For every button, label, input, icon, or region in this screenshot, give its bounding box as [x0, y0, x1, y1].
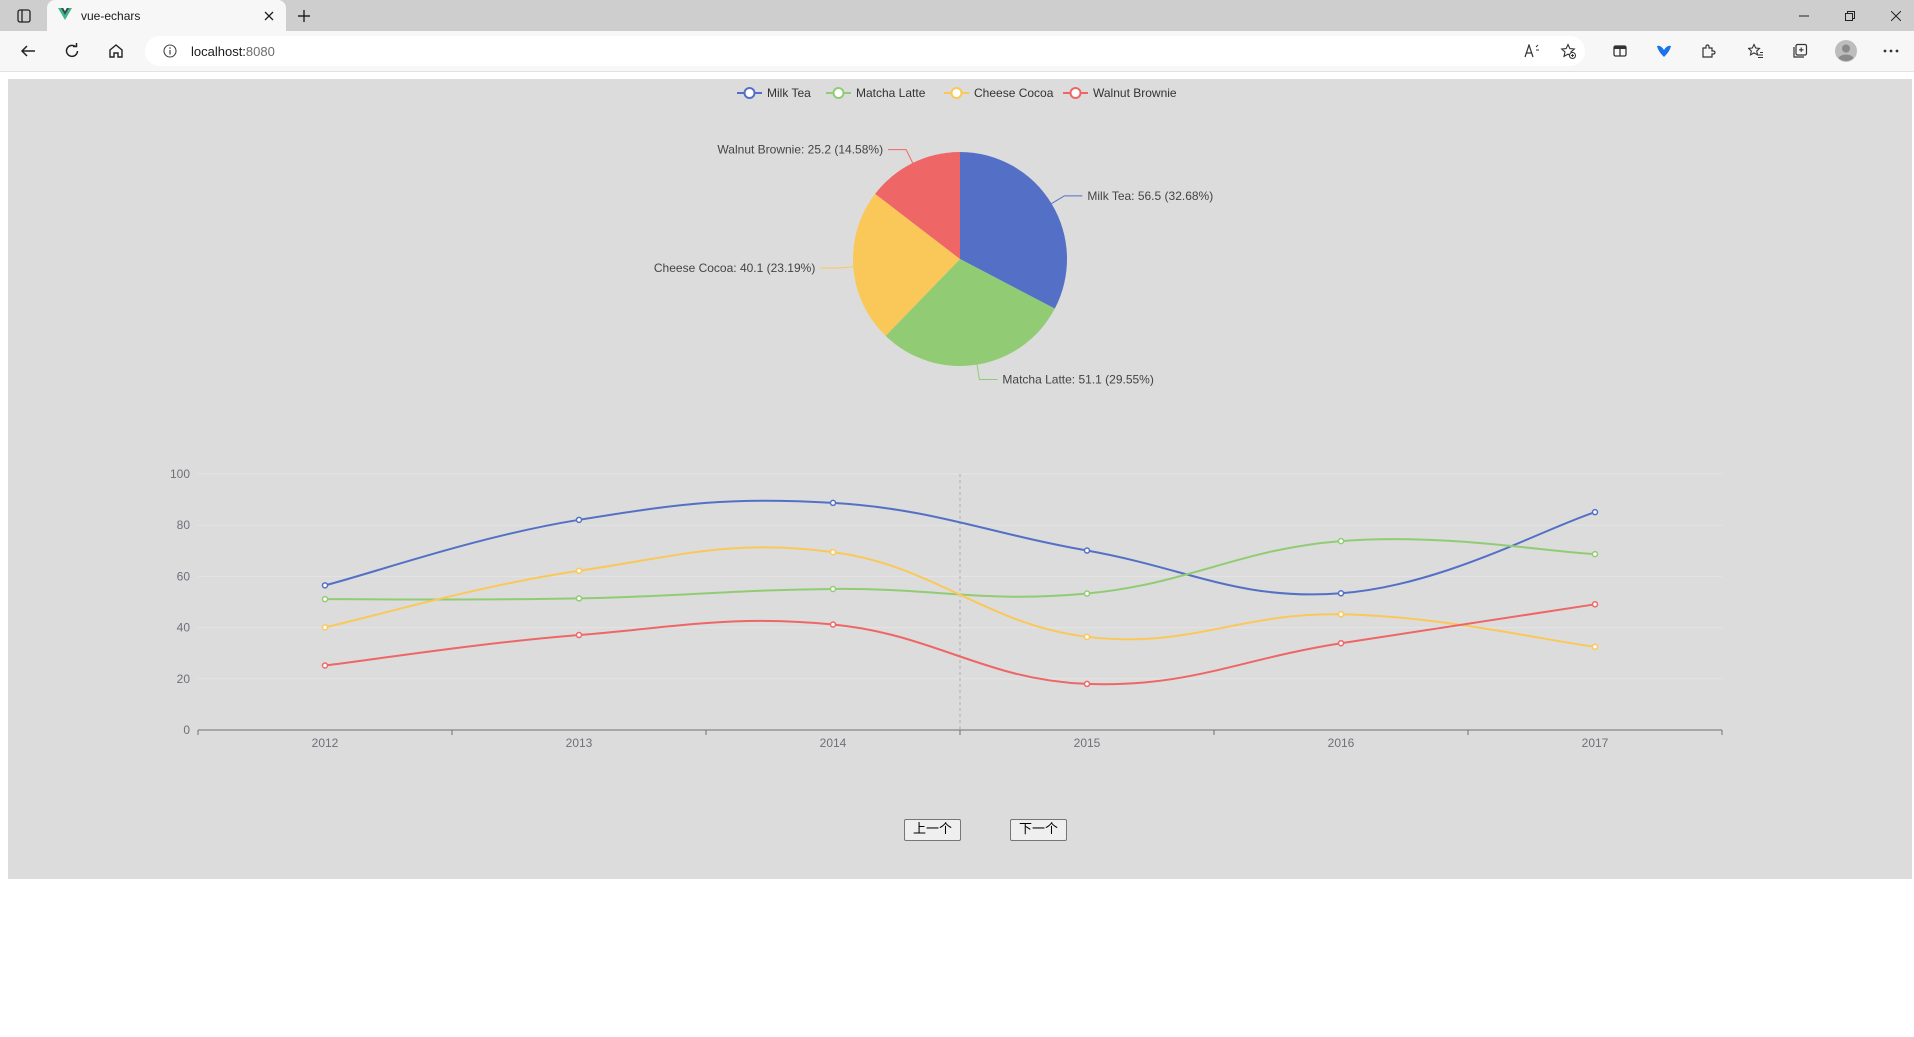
data-point-milk-tea[interactable] [575, 516, 583, 524]
pie-slice-cheese-cocoa[interactable] [853, 193, 960, 336]
legend-item-milk-tea[interactable]: Milk Tea [737, 83, 811, 103]
pie-slice-milk-tea[interactable] [960, 152, 1067, 309]
x-tick-label: 2014 [820, 736, 847, 750]
tab-strip: vue-echars [0, 0, 1914, 31]
data-point-walnut-brownie[interactable] [321, 662, 329, 669]
legend-label: Walnut Brownie [1093, 86, 1177, 100]
line-chart: 0 20 40 60 80 100 2012 2013 2014 2015 2016 2017 [170, 467, 1723, 750]
data-point-cheese-cocoa[interactable] [1337, 611, 1345, 618]
x-tick-label: 2012 [312, 736, 339, 750]
data-point-matcha-latte[interactable] [575, 595, 583, 602]
data-point-walnut-brownie[interactable] [1591, 601, 1599, 608]
prev-button[interactable]: 上一个 [904, 819, 962, 841]
data-point-milk-tea[interactable] [321, 582, 329, 589]
minimize-icon[interactable] [1781, 0, 1827, 31]
pie-chart: Milk Tea: 56.5 (32.68%) Matcha Latte: 51.… [654, 143, 1213, 387]
new-tab-icon[interactable] [289, 3, 319, 29]
data-point-milk-tea[interactable] [1591, 508, 1599, 516]
data-point-cheese-cocoa[interactable] [1591, 643, 1599, 651]
restore-icon[interactable] [1827, 0, 1873, 31]
y-tick-label: 20 [177, 672, 191, 686]
data-point-milk-tea[interactable] [1083, 547, 1091, 554]
read-aloud-icon[interactable] [1520, 38, 1546, 64]
x-tick-label: 2015 [1074, 736, 1101, 750]
data-point-matcha-latte[interactable] [1083, 590, 1091, 597]
app-container: Milk Tea Matcha Latte Cheese Cocoa Walnu… [8, 79, 1912, 879]
data-point-milk-tea[interactable] [1337, 590, 1345, 597]
close-icon[interactable] [256, 3, 282, 29]
data-point-cheese-cocoa[interactable] [321, 624, 329, 631]
home-icon[interactable] [100, 35, 132, 67]
pie-slice-walnut-brownie[interactable] [875, 152, 960, 259]
back-icon[interactable] [12, 35, 44, 67]
data-point-walnut-brownie[interactable] [575, 631, 583, 639]
data-point-milk-tea[interactable] [829, 499, 837, 507]
address-port: 8080 [245, 43, 275, 59]
series-line-walnut-brownie[interactable] [324, 603, 1596, 686]
collections-icon[interactable] [1784, 35, 1816, 67]
y-tick-label: 100 [170, 467, 190, 481]
split-screen-icon[interactable] [1604, 35, 1636, 67]
legend-item-cheese-cocoa[interactable]: Cheese Cocoa [944, 83, 1053, 103]
chart-legend: Milk Tea Matcha Latte Cheese Cocoa Walnu… [8, 83, 1912, 103]
legend-label: Cheese Cocoa [974, 86, 1054, 100]
next-button[interactable]: 下一个 [1010, 819, 1068, 841]
favorites-icon[interactable] [1740, 35, 1772, 67]
pie-label-matcha-latte: Matcha Latte: 51.1 (29.55%) [1002, 372, 1153, 386]
more-icon[interactable] [1875, 35, 1907, 67]
address-host: localhost: [191, 43, 246, 59]
pie-label-line-walnut-brownie [888, 149, 914, 164]
data-point-walnut-brownie[interactable] [829, 621, 837, 628]
close-window-icon[interactable] [1873, 0, 1914, 31]
data-point-walnut-brownie[interactable] [1337, 639, 1345, 647]
pie-label-line-milk-tea [1051, 195, 1083, 205]
data-point-cheese-cocoa[interactable] [575, 567, 583, 575]
pie-label-cheese-cocoa: Cheese Cocoa: 40.1 (23.19%) [654, 261, 815, 275]
address-bar[interactable]: localhost: 8080 [145, 36, 1585, 66]
pie-label-line-matcha-latte [976, 364, 998, 380]
y-tick-label: 60 [177, 569, 191, 583]
add-favorite-icon[interactable] [1555, 38, 1581, 64]
data-point-cheese-cocoa[interactable] [829, 548, 837, 556]
data-point-matcha-latte[interactable] [321, 595, 329, 603]
y-tick-label: 0 [183, 723, 190, 737]
legend-marker-icon [944, 87, 969, 99]
pie-label-line-cheese-cocoa [820, 266, 854, 269]
y-tick-label: 40 [177, 621, 191, 635]
data-point-cheese-cocoa[interactable] [1083, 633, 1091, 641]
browser-toolbar: localhost: 8080 [0, 31, 1914, 72]
info-icon[interactable] [155, 44, 185, 58]
y-tick-label: 80 [177, 518, 191, 532]
tab-actions-icon[interactable] [9, 3, 39, 29]
series-line-matcha-latte[interactable] [324, 538, 1596, 601]
x-tick-label: 2017 [1582, 736, 1609, 750]
legend-label: Milk Tea [767, 86, 811, 100]
profile-icon[interactable] [1830, 35, 1862, 67]
browser-tab[interactable]: vue-echars [47, 0, 286, 31]
series-line-cheese-cocoa[interactable] [324, 546, 1596, 648]
data-point-matcha-latte[interactable] [1337, 537, 1345, 545]
vue-logo-icon [58, 7, 72, 25]
tab-title: vue-echars [81, 8, 141, 23]
pie-slice-matcha-latte[interactable] [885, 259, 1055, 366]
pie-label-milk-tea: Milk Tea: 56.5 (32.68%) [1087, 189, 1213, 203]
legend-marker-icon [826, 87, 851, 99]
legend-marker-icon [737, 87, 762, 99]
puzzle-icon[interactable] [1692, 35, 1724, 67]
extension-icon[interactable] [1648, 35, 1680, 67]
data-point-matcha-latte[interactable] [1591, 550, 1599, 558]
data-point-matcha-latte[interactable] [829, 585, 837, 593]
x-tick-label: 2013 [566, 736, 593, 750]
legend-marker-icon [1063, 87, 1088, 99]
data-point-walnut-brownie[interactable] [1083, 680, 1091, 688]
pie-label-walnut-brownie: Walnut Brownie: 25.2 (14.58%) [717, 143, 883, 157]
series-line-milk-tea[interactable] [324, 499, 1596, 596]
legend-item-walnut-brownie[interactable]: Walnut Brownie [1063, 83, 1177, 103]
x-tick-label: 2016 [1328, 736, 1355, 750]
legend-item-matcha-latte[interactable]: Matcha Latte [826, 83, 925, 103]
refresh-icon[interactable] [56, 35, 88, 67]
legend-label: Matcha Latte [856, 86, 926, 100]
